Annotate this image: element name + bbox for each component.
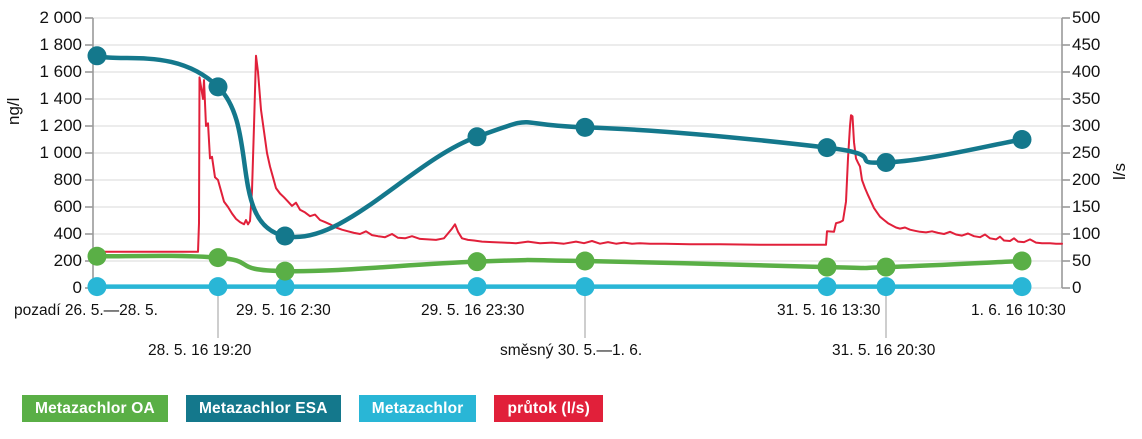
y-axis-right-tick-label: 50 [1072,251,1091,270]
data-point-metazachlor-oa[interactable] [467,252,487,272]
y-axis-left-tick-label: 1 400 [39,89,82,108]
y-axis-left-tick-label: 800 [53,170,82,189]
gridlines [93,17,1062,289]
data-point-metazachlor[interactable] [87,277,107,297]
data-point-metazachlor-esa[interactable] [87,46,107,66]
data-point-metazachlor[interactable] [1012,277,1032,297]
y-axis-right-tick-label: 300 [1072,116,1101,135]
y-axis-left-tick-label: 200 [53,251,82,270]
data-point-metazachlor[interactable] [275,277,295,297]
legend-item-1[interactable]: Metazachlor ESA [185,395,341,422]
data-point-metazachlor-oa[interactable] [817,257,837,277]
y-axis-right-tick-label: 250 [1072,143,1101,162]
x-axis-label: 29. 5. 16 2:30 [236,302,331,319]
data-point-metazachlor-esa[interactable] [467,127,487,147]
y-axis-left-tick-label: 600 [53,197,82,216]
y-axis-left-tick-label: 1 200 [39,116,82,135]
series-line-prutok [92,54,1063,253]
x-axis-label: 31. 5. 16 13:30 [777,302,881,319]
data-point-metazachlor-oa[interactable] [876,257,896,277]
data-point-metazachlor[interactable] [467,277,487,297]
data-point-metazachlor[interactable] [208,277,228,297]
legend-item-0[interactable]: Metazachlor OA [22,395,168,422]
legend-label: Metazachlor ESA [198,399,328,417]
y-axis-right-tick-label: 150 [1072,197,1101,216]
x-axis-label-secondary: 28. 5. 16 19:20 [148,342,252,359]
x-axis-label-secondary: 31. 5. 16 20:30 [832,342,936,359]
x-axis-label-secondary: směsný 30. 5.—1. 6. [500,342,643,359]
data-point-metazachlor[interactable] [817,277,837,297]
data-point-metazachlor-esa[interactable] [817,138,837,158]
y-axis-right-tick-label: 100 [1072,224,1101,243]
legend-item-2[interactable]: Metazachlor [358,395,477,422]
y-axis-left-tick-label: 1 600 [39,62,82,81]
x-axis-label: 1. 6. 16 10:30 [971,302,1066,319]
legend-label: průtok (l/s) [507,399,590,417]
data-point-metazachlor-oa[interactable] [275,261,295,281]
y-axis-right-tick-label: 500 [1072,8,1101,27]
x-axis-label: pozadí 26. 5.—28. 5. [14,302,158,319]
label-leader-lines [217,289,887,338]
y-axis-right-tick-label: 0 [1072,278,1082,297]
data-point-metazachlor-oa[interactable] [575,251,595,271]
data-point-metazachlor-esa[interactable] [876,152,896,172]
x-axis-label: 29. 5. 16 23:30 [421,302,525,319]
chart-legend: Metazachlor OA Metazachlor ESA Metazachlor… [22,395,603,422]
series-line-metazachlor-oa [94,253,1025,274]
legend-item-3[interactable]: průtok (l/s) [494,395,603,422]
y-axis-left-tick-label: 0 [72,278,82,297]
data-point-metazachlor-esa[interactable] [275,226,295,246]
y-axis-left-tick-label: 1 000 [39,143,82,162]
legend-label: Metazachlor [371,399,464,417]
series-line-metazachlor-esa [94,53,1025,240]
data-point-metazachlor[interactable] [876,277,896,297]
y-axis-right-tick-label: 450 [1072,35,1101,54]
y-axis-right-tick-label: 400 [1072,62,1101,81]
y-axis-right-tick-label: 350 [1072,89,1101,108]
data-point-metazachlor-esa[interactable] [575,117,595,137]
y-axis-right-ticks [1062,17,1070,289]
legend-label: Metazachlor OA [35,399,155,417]
y-axis-left-tick-label: 400 [53,224,82,243]
data-point-metazachlor-oa[interactable] [87,246,107,266]
data-point-metazachlor-esa[interactable] [1012,130,1032,149]
y-axis-left-tick-label: 1 800 [39,35,82,54]
y-axis-left-tick-label: 2 000 [39,8,82,27]
y-axis-right-tick-label: 200 [1072,170,1101,189]
data-point-metazachlor-oa[interactable] [1012,251,1032,271]
data-point-metazachlor-oa[interactable] [208,248,228,268]
data-point-metazachlor-esa[interactable] [208,77,228,97]
data-point-metazachlor[interactable] [575,277,595,297]
data-point-markers [87,46,1032,297]
